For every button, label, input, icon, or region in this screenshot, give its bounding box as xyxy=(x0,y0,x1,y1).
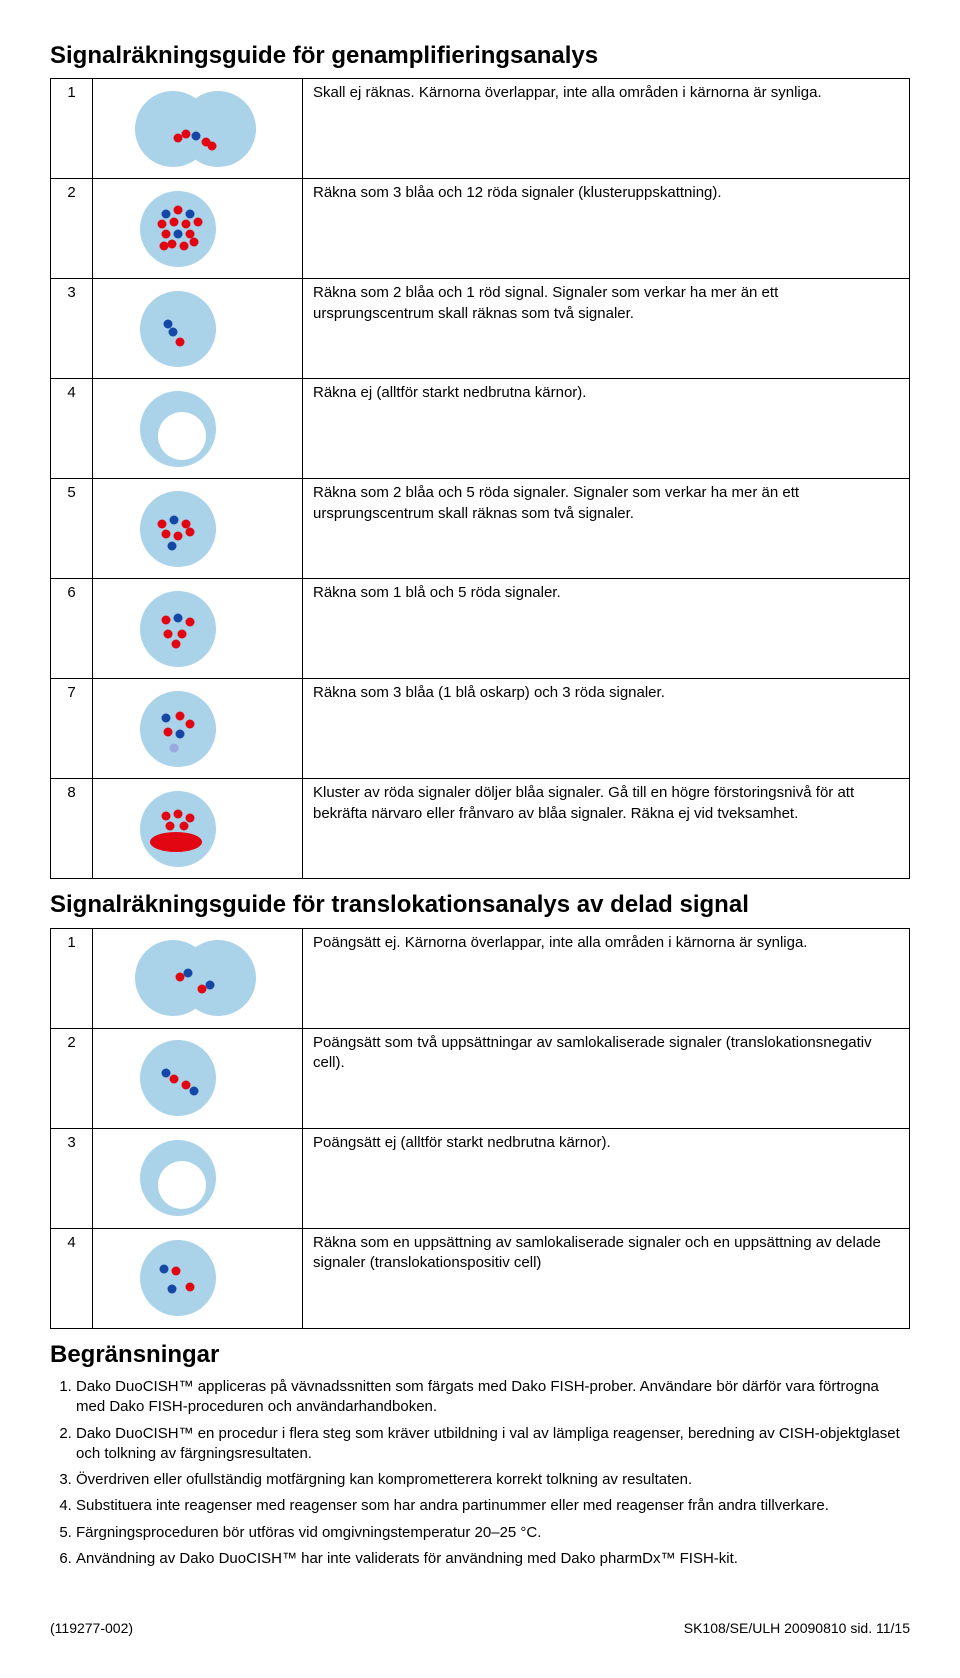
row-description: Skall ej räknas. Kärnorna överlappar, in… xyxy=(303,79,910,179)
row-description: Poängsätt som två uppsättningar av samlo… xyxy=(303,1028,910,1128)
row-number: 1 xyxy=(51,928,93,1028)
row-number: 3 xyxy=(51,1128,93,1228)
cell-diagram xyxy=(93,928,303,1028)
row-number: 3 xyxy=(51,279,93,379)
limitations-list: Dako DuoCISH™ appliceras på vävnadssnitt… xyxy=(50,1377,910,1569)
row-number: 6 xyxy=(51,579,93,679)
row-number: 8 xyxy=(51,779,93,879)
table-row: 3 Poängsätt ej (alltför starkt nedbrutna … xyxy=(51,1128,910,1228)
cell-diagram xyxy=(93,1128,303,1228)
cell-diagram xyxy=(93,1028,303,1128)
table-row: 1 Poängsätt ej. Kärnorna överlappar, inte… xyxy=(51,928,910,1028)
cell-diagram xyxy=(93,379,303,479)
limitation-item: Överdriven eller ofullständig motfärgnin… xyxy=(76,1470,910,1490)
limitation-item: Substituera inte reagenser med reagenser… xyxy=(76,1496,910,1516)
row-description: Räkna som 2 blåa och 5 röda signaler. Si… xyxy=(303,479,910,579)
table-row: 5 Räkna som 2 blåa och 5 röda signaler. S… xyxy=(51,479,910,579)
cell-diagram xyxy=(93,279,303,379)
row-description: Räkna ej (alltför starkt nedbrutna kärno… xyxy=(303,379,910,479)
row-description: Kluster av röda signaler döljer blåa sig… xyxy=(303,779,910,879)
row-description: Räkna som en uppsättning av samlokaliser… xyxy=(303,1228,910,1328)
cell-diagram xyxy=(93,179,303,279)
table-row: 1 Skall ej räknas. Kärnorna överlappar, i… xyxy=(51,79,910,179)
row-number: 2 xyxy=(51,1028,93,1128)
footer-right: SK108/SE/ULH 20090810 sid. 11/15 xyxy=(684,1619,910,1638)
row-number: 4 xyxy=(51,1228,93,1328)
table-row: 4 Räkna som en uppsättning av samlokalise… xyxy=(51,1228,910,1328)
table-row: 7 Räkna som 3 blåa (1 blå oskarp) och 3 r… xyxy=(51,679,910,779)
limitation-item: Dako DuoCISH™ appliceras på vävnadssnitt… xyxy=(76,1377,910,1418)
row-number: 7 xyxy=(51,679,93,779)
row-description: Räkna som 2 blåa och 1 röd signal. Signa… xyxy=(303,279,910,379)
table-row: 2 Räkna som 3 blåa och 12 röda signaler (… xyxy=(51,179,910,279)
row-number: 4 xyxy=(51,379,93,479)
row-number: 5 xyxy=(51,479,93,579)
page-footer: (119277-002) SK108/SE/ULH 20090810 sid. … xyxy=(50,1619,910,1638)
table-row: 4 Räkna ej (alltför starkt nedbrutna kärn… xyxy=(51,379,910,479)
row-description: Poängsätt ej. Kärnorna överlappar, inte … xyxy=(303,928,910,1028)
limitations-title: Begränsningar xyxy=(50,1339,910,1371)
section1-title: Signalräkningsguide för genamplifierings… xyxy=(50,40,910,72)
limitation-item: Dako DuoCISH™ en procedur i flera steg s… xyxy=(76,1424,910,1465)
table-row: 8 Kluster av röda signaler döljer blåa si… xyxy=(51,779,910,879)
cell-diagram xyxy=(93,779,303,879)
table-row: 2 Poängsätt som två uppsättningar av saml… xyxy=(51,1028,910,1128)
cell-diagram xyxy=(93,79,303,179)
footer-left: (119277-002) xyxy=(50,1619,133,1638)
row-number: 1 xyxy=(51,79,93,179)
table-row: 3 Räkna som 2 blåa och 1 röd signal. Sign… xyxy=(51,279,910,379)
table-row: 6 Räkna som 1 blå och 5 röda signaler. xyxy=(51,579,910,679)
section2-title: Signalräkningsguide för translokationsan… xyxy=(50,889,910,921)
cell-diagram xyxy=(93,479,303,579)
row-description: Räkna som 1 blå och 5 röda signaler. xyxy=(303,579,910,679)
limitation-item: Färgningsproceduren bör utföras vid omgi… xyxy=(76,1523,910,1543)
row-description: Poängsätt ej (alltför starkt nedbrutna k… xyxy=(303,1128,910,1228)
row-description: Räkna som 3 blåa och 12 röda signaler (k… xyxy=(303,179,910,279)
row-description: Räkna som 3 blåa (1 blå oskarp) och 3 rö… xyxy=(303,679,910,779)
section2-table: 1 Poängsätt ej. Kärnorna överlappar, inte… xyxy=(50,928,910,1329)
cell-diagram xyxy=(93,1228,303,1328)
cell-diagram xyxy=(93,679,303,779)
limitation-item: Användning av Dako DuoCISH™ har inte val… xyxy=(76,1549,910,1569)
cell-diagram xyxy=(93,579,303,679)
section1-table: 1 Skall ej räknas. Kärnorna överlappar, i… xyxy=(50,78,910,879)
row-number: 2 xyxy=(51,179,93,279)
